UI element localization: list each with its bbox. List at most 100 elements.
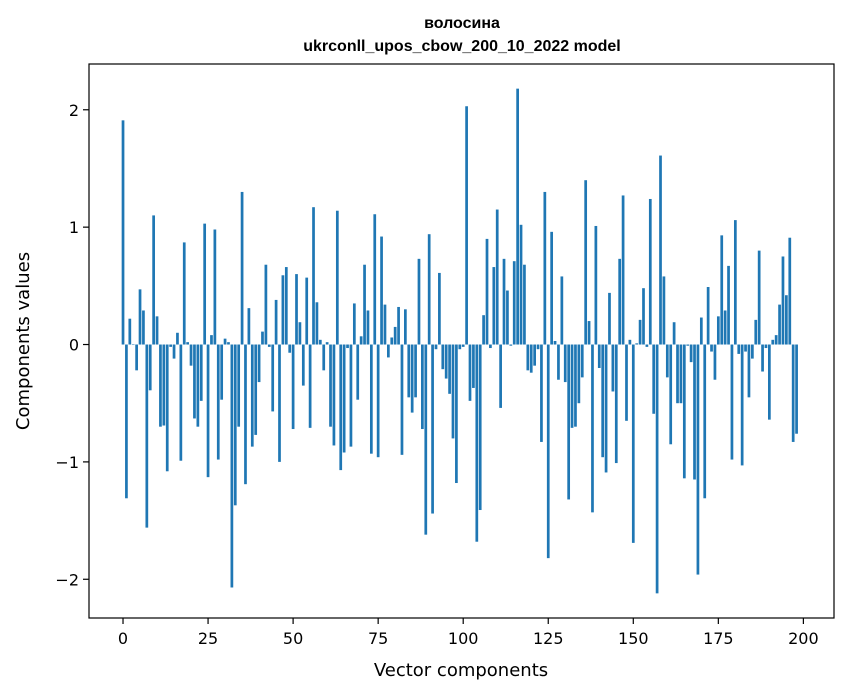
bar-140 [597, 344, 601, 368]
chart-title-model: ukrconll_upos_cbow_200_10_2022 model [303, 38, 620, 55]
bar-114 [509, 344, 513, 346]
bar-104 [475, 344, 479, 542]
bar-132 [570, 344, 574, 428]
bar-195 [785, 295, 788, 345]
bars-group [121, 88, 798, 594]
bar-36 [244, 344, 247, 485]
bar-133 [574, 344, 577, 427]
bar-189 [764, 344, 768, 349]
bar-73 [369, 344, 373, 454]
bar-110 [495, 209, 499, 345]
bar-109 [492, 267, 496, 345]
bar-162 [672, 322, 676, 345]
bar-105 [478, 344, 482, 511]
bar-135 [580, 344, 584, 378]
bar-35 [240, 191, 244, 345]
bar-175 [716, 316, 720, 345]
bar-92 [434, 344, 438, 350]
y-axis-label: Components values [13, 252, 34, 430]
bar-152 [638, 319, 642, 345]
bar-15 [172, 344, 176, 359]
bar-150 [631, 344, 635, 543]
bar-48 [284, 267, 288, 345]
bar-58 [318, 339, 322, 345]
bar-153 [642, 288, 645, 345]
bar-161 [669, 344, 673, 445]
bar-142 [604, 344, 608, 473]
bar-130 [563, 344, 567, 383]
bar-44 [271, 344, 275, 412]
bar-95 [444, 344, 448, 379]
bar-30 [223, 338, 227, 345]
x-tick-label-175: 175 [703, 629, 734, 648]
bar-31 [227, 342, 230, 345]
bar-59 [322, 344, 326, 371]
x-axis-label: Vector components [374, 660, 548, 681]
bar-1 [125, 344, 128, 499]
bar-120 [529, 344, 533, 373]
bar-117 [519, 224, 523, 345]
bar-2 [128, 318, 132, 345]
bar-116 [516, 88, 519, 345]
bar-107 [485, 238, 489, 345]
bar-155 [648, 198, 652, 345]
bar-141 [601, 344, 605, 458]
bar-33 [233, 344, 237, 506]
bar-178 [727, 265, 730, 345]
bar-186 [754, 319, 758, 345]
bar-119 [526, 344, 530, 371]
bar-164 [679, 344, 683, 404]
bar-80 [393, 326, 397, 345]
x-tick-label-25: 25 [198, 629, 218, 648]
bar-84 [407, 344, 411, 398]
bar-54 [305, 277, 309, 345]
bar-69 [356, 344, 360, 400]
bar-27 [213, 229, 217, 345]
bar-127 [553, 341, 557, 345]
bar-96 [448, 344, 451, 394]
bar-70 [359, 336, 363, 345]
bar-184 [747, 344, 751, 398]
x-tick-label-125: 125 [533, 629, 564, 648]
bar-14 [169, 344, 172, 347]
bar-39 [254, 344, 258, 435]
bar-143 [608, 292, 611, 345]
bar-179 [730, 344, 734, 460]
bar-60 [325, 342, 329, 345]
bar-196 [788, 237, 792, 345]
bar-8 [148, 344, 152, 391]
bar-156 [652, 344, 656, 414]
bar-85 [410, 344, 414, 413]
bar-6 [142, 310, 145, 345]
bar-12 [162, 344, 166, 426]
bar-28 [216, 344, 220, 460]
bar-115 [512, 261, 516, 345]
bar-170 [699, 317, 703, 345]
bar-129 [560, 276, 564, 345]
bar-63 [335, 210, 339, 345]
bar-169 [696, 344, 700, 575]
bar-171 [703, 344, 707, 499]
bar-147 [621, 195, 625, 345]
bar-89 [424, 344, 428, 535]
bar-71 [363, 264, 366, 345]
bar-163 [676, 344, 679, 404]
bar-125 [546, 344, 550, 559]
bar-74 [373, 214, 377, 345]
bar-180 [733, 220, 737, 345]
bar-81 [397, 306, 400, 345]
bar-187 [757, 250, 761, 345]
bar-13 [165, 344, 169, 472]
bar-136 [584, 180, 588, 345]
bar-174 [713, 344, 717, 380]
bar-16 [176, 332, 179, 345]
bar-55 [308, 344, 312, 428]
x-tick-label-150: 150 [618, 629, 649, 648]
y-axis-ticks: −2 −1 0 1 2 [55, 101, 89, 589]
x-tick-label-75: 75 [368, 629, 388, 648]
bar-68 [352, 303, 356, 345]
bar-22 [196, 344, 200, 427]
bar-76 [380, 236, 383, 345]
bar-111 [499, 344, 502, 408]
